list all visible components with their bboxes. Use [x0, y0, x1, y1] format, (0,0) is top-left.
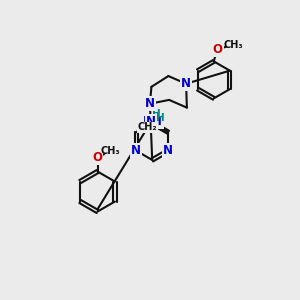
- Text: N: N: [131, 144, 141, 157]
- Text: N: N: [145, 97, 155, 110]
- Text: O: O: [213, 43, 223, 56]
- Text: CH₃: CH₃: [100, 146, 120, 157]
- Text: N: N: [163, 144, 173, 157]
- Text: N: N: [146, 115, 156, 128]
- Text: CH₃: CH₃: [223, 40, 243, 50]
- Text: N: N: [147, 116, 157, 130]
- Text: NH: NH: [143, 115, 163, 128]
- Text: CH₂: CH₂: [137, 122, 157, 132]
- Text: O: O: [92, 151, 103, 164]
- Text: H: H: [157, 113, 165, 123]
- Text: N: N: [181, 77, 191, 90]
- Text: H: H: [152, 109, 161, 119]
- Text: H: H: [141, 122, 149, 132]
